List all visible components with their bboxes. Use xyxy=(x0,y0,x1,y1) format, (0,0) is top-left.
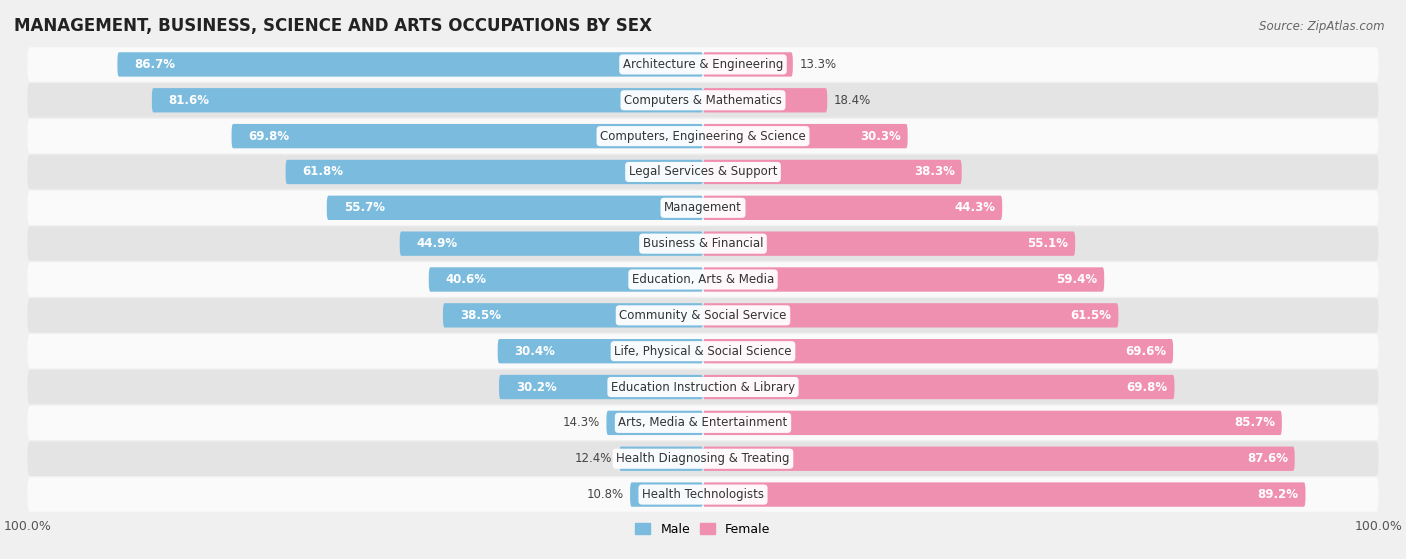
FancyBboxPatch shape xyxy=(28,47,1378,82)
FancyBboxPatch shape xyxy=(606,411,703,435)
Text: 55.1%: 55.1% xyxy=(1028,237,1069,250)
FancyBboxPatch shape xyxy=(326,196,703,220)
Text: 85.7%: 85.7% xyxy=(1234,416,1275,429)
FancyBboxPatch shape xyxy=(28,442,1378,476)
FancyBboxPatch shape xyxy=(28,262,1378,297)
FancyBboxPatch shape xyxy=(28,370,1378,404)
Text: 86.7%: 86.7% xyxy=(135,58,176,71)
Text: MANAGEMENT, BUSINESS, SCIENCE AND ARTS OCCUPATIONS BY SEX: MANAGEMENT, BUSINESS, SCIENCE AND ARTS O… xyxy=(14,17,652,35)
Text: 44.3%: 44.3% xyxy=(955,201,995,214)
FancyBboxPatch shape xyxy=(703,160,962,184)
Text: 18.4%: 18.4% xyxy=(834,94,872,107)
Text: 30.4%: 30.4% xyxy=(515,345,555,358)
FancyBboxPatch shape xyxy=(28,226,1378,261)
FancyBboxPatch shape xyxy=(28,191,1378,225)
FancyBboxPatch shape xyxy=(399,231,703,256)
FancyBboxPatch shape xyxy=(498,339,703,363)
Text: 44.9%: 44.9% xyxy=(416,237,458,250)
Text: Source: ZipAtlas.com: Source: ZipAtlas.com xyxy=(1260,20,1385,32)
FancyBboxPatch shape xyxy=(28,298,1378,333)
FancyBboxPatch shape xyxy=(443,303,703,328)
FancyBboxPatch shape xyxy=(28,334,1378,368)
Text: 30.3%: 30.3% xyxy=(860,130,901,143)
FancyBboxPatch shape xyxy=(703,447,1295,471)
Text: Health Diagnosing & Treating: Health Diagnosing & Treating xyxy=(616,452,790,465)
Text: 69.8%: 69.8% xyxy=(249,130,290,143)
Text: Arts, Media & Entertainment: Arts, Media & Entertainment xyxy=(619,416,787,429)
FancyBboxPatch shape xyxy=(703,303,1118,328)
FancyBboxPatch shape xyxy=(630,482,703,507)
Text: Life, Physical & Social Science: Life, Physical & Social Science xyxy=(614,345,792,358)
Text: Health Technologists: Health Technologists xyxy=(643,488,763,501)
Text: 10.8%: 10.8% xyxy=(586,488,623,501)
Text: 12.4%: 12.4% xyxy=(575,452,613,465)
FancyBboxPatch shape xyxy=(28,119,1378,153)
Text: 89.2%: 89.2% xyxy=(1258,488,1299,501)
FancyBboxPatch shape xyxy=(703,124,908,148)
Text: 55.7%: 55.7% xyxy=(343,201,385,214)
FancyBboxPatch shape xyxy=(285,160,703,184)
Text: 38.5%: 38.5% xyxy=(460,309,501,322)
Text: 61.8%: 61.8% xyxy=(302,165,343,178)
FancyBboxPatch shape xyxy=(28,406,1378,440)
FancyBboxPatch shape xyxy=(703,52,793,77)
Text: Community & Social Service: Community & Social Service xyxy=(619,309,787,322)
Text: 61.5%: 61.5% xyxy=(1070,309,1112,322)
Text: 30.2%: 30.2% xyxy=(516,381,557,394)
Text: Legal Services & Support: Legal Services & Support xyxy=(628,165,778,178)
Legend: Male, Female: Male, Female xyxy=(630,518,776,541)
Text: Computers & Mathematics: Computers & Mathematics xyxy=(624,94,782,107)
Text: 59.4%: 59.4% xyxy=(1056,273,1098,286)
Text: 69.8%: 69.8% xyxy=(1126,381,1168,394)
Text: 14.3%: 14.3% xyxy=(562,416,599,429)
FancyBboxPatch shape xyxy=(619,447,703,471)
FancyBboxPatch shape xyxy=(28,477,1378,512)
FancyBboxPatch shape xyxy=(117,52,703,77)
FancyBboxPatch shape xyxy=(28,155,1378,189)
FancyBboxPatch shape xyxy=(429,267,703,292)
Text: 13.3%: 13.3% xyxy=(800,58,837,71)
Text: Management: Management xyxy=(664,201,742,214)
FancyBboxPatch shape xyxy=(703,482,1306,507)
Text: Education Instruction & Library: Education Instruction & Library xyxy=(612,381,794,394)
Text: 40.6%: 40.6% xyxy=(446,273,486,286)
Text: Business & Financial: Business & Financial xyxy=(643,237,763,250)
FancyBboxPatch shape xyxy=(703,196,1002,220)
FancyBboxPatch shape xyxy=(232,124,703,148)
FancyBboxPatch shape xyxy=(703,339,1173,363)
Text: Architecture & Engineering: Architecture & Engineering xyxy=(623,58,783,71)
Text: 87.6%: 87.6% xyxy=(1247,452,1288,465)
FancyBboxPatch shape xyxy=(499,375,703,399)
FancyBboxPatch shape xyxy=(703,88,827,112)
Text: 38.3%: 38.3% xyxy=(914,165,955,178)
Text: Computers, Engineering & Science: Computers, Engineering & Science xyxy=(600,130,806,143)
Text: 81.6%: 81.6% xyxy=(169,94,209,107)
Text: 69.6%: 69.6% xyxy=(1125,345,1167,358)
FancyBboxPatch shape xyxy=(28,83,1378,117)
Text: Education, Arts & Media: Education, Arts & Media xyxy=(631,273,775,286)
FancyBboxPatch shape xyxy=(152,88,703,112)
FancyBboxPatch shape xyxy=(703,231,1076,256)
FancyBboxPatch shape xyxy=(703,375,1174,399)
FancyBboxPatch shape xyxy=(703,411,1282,435)
FancyBboxPatch shape xyxy=(703,267,1104,292)
